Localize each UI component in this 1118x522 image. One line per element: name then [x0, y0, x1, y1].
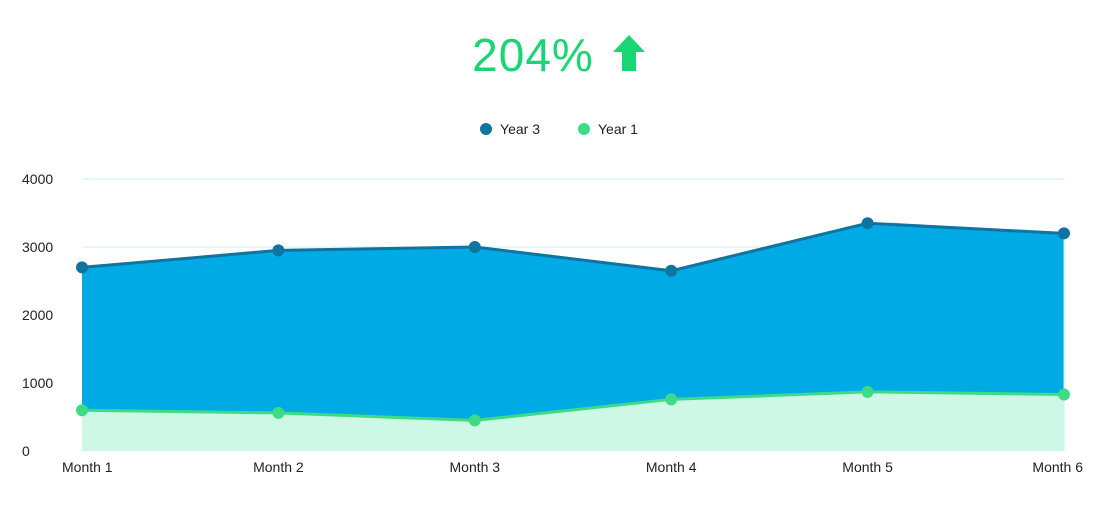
point-year-1-month-1 — [76, 404, 88, 417]
x-tick-label-month-3: Month 3 — [450, 459, 501, 475]
y-tick-label-2000: 2000 — [22, 307, 53, 323]
x-tick-label-month-1: Month 1 — [62, 459, 113, 475]
line-year-1 — [81, 390, 1065, 422]
point-year-1-month-4 — [665, 393, 678, 406]
point-year-3-month-1 — [76, 261, 88, 274]
y-tick-label-0: 0 — [22, 443, 30, 459]
up-arrow-icon — [612, 34, 646, 77]
point-year-1-month-2 — [272, 406, 285, 419]
line-year-3 — [81, 221, 1065, 273]
point-year-1-month-3 — [468, 414, 481, 427]
x-tick-label-month-5: Month 5 — [842, 459, 893, 475]
legend-label-year-3: Year 3 — [500, 121, 540, 137]
area-year-3 — [82, 223, 1064, 421]
y-tick-label-4000: 4000 — [22, 171, 53, 187]
x-tick-label-month-6: Month 6 — [1032, 459, 1083, 475]
y-tick-label-3000: 3000 — [22, 239, 53, 255]
point-year-1-month-5 — [861, 385, 874, 398]
legend-marker-year-1 — [578, 123, 590, 135]
x-tick-label-month-2: Month 2 — [253, 459, 304, 475]
growth-percentage: 204% — [472, 29, 594, 81]
growth-headline: 204% — [0, 28, 1118, 82]
point-year-3-month-4 — [665, 264, 678, 277]
legend-marker-year-3 — [480, 123, 493, 135]
chart-legend: Year 3 Year 1 — [0, 121, 1118, 137]
point-year-3-month-2 — [272, 244, 285, 257]
point-year-1-month-6 — [1058, 388, 1070, 401]
x-tick-label-month-4: Month 4 — [646, 459, 697, 475]
legend-item-year-3[interactable]: Year 3 — [480, 121, 540, 137]
area-year-1 — [82, 391, 1064, 451]
y-tick-label-1000: 1000 — [22, 375, 53, 391]
point-year-3-month-6 — [1058, 227, 1070, 240]
point-year-3-month-3 — [468, 241, 481, 253]
legend-item-year-1[interactable]: Year 1 — [578, 121, 638, 137]
legend-label-year-1: Year 1 — [598, 121, 638, 137]
point-year-3-month-5 — [861, 217, 874, 230]
